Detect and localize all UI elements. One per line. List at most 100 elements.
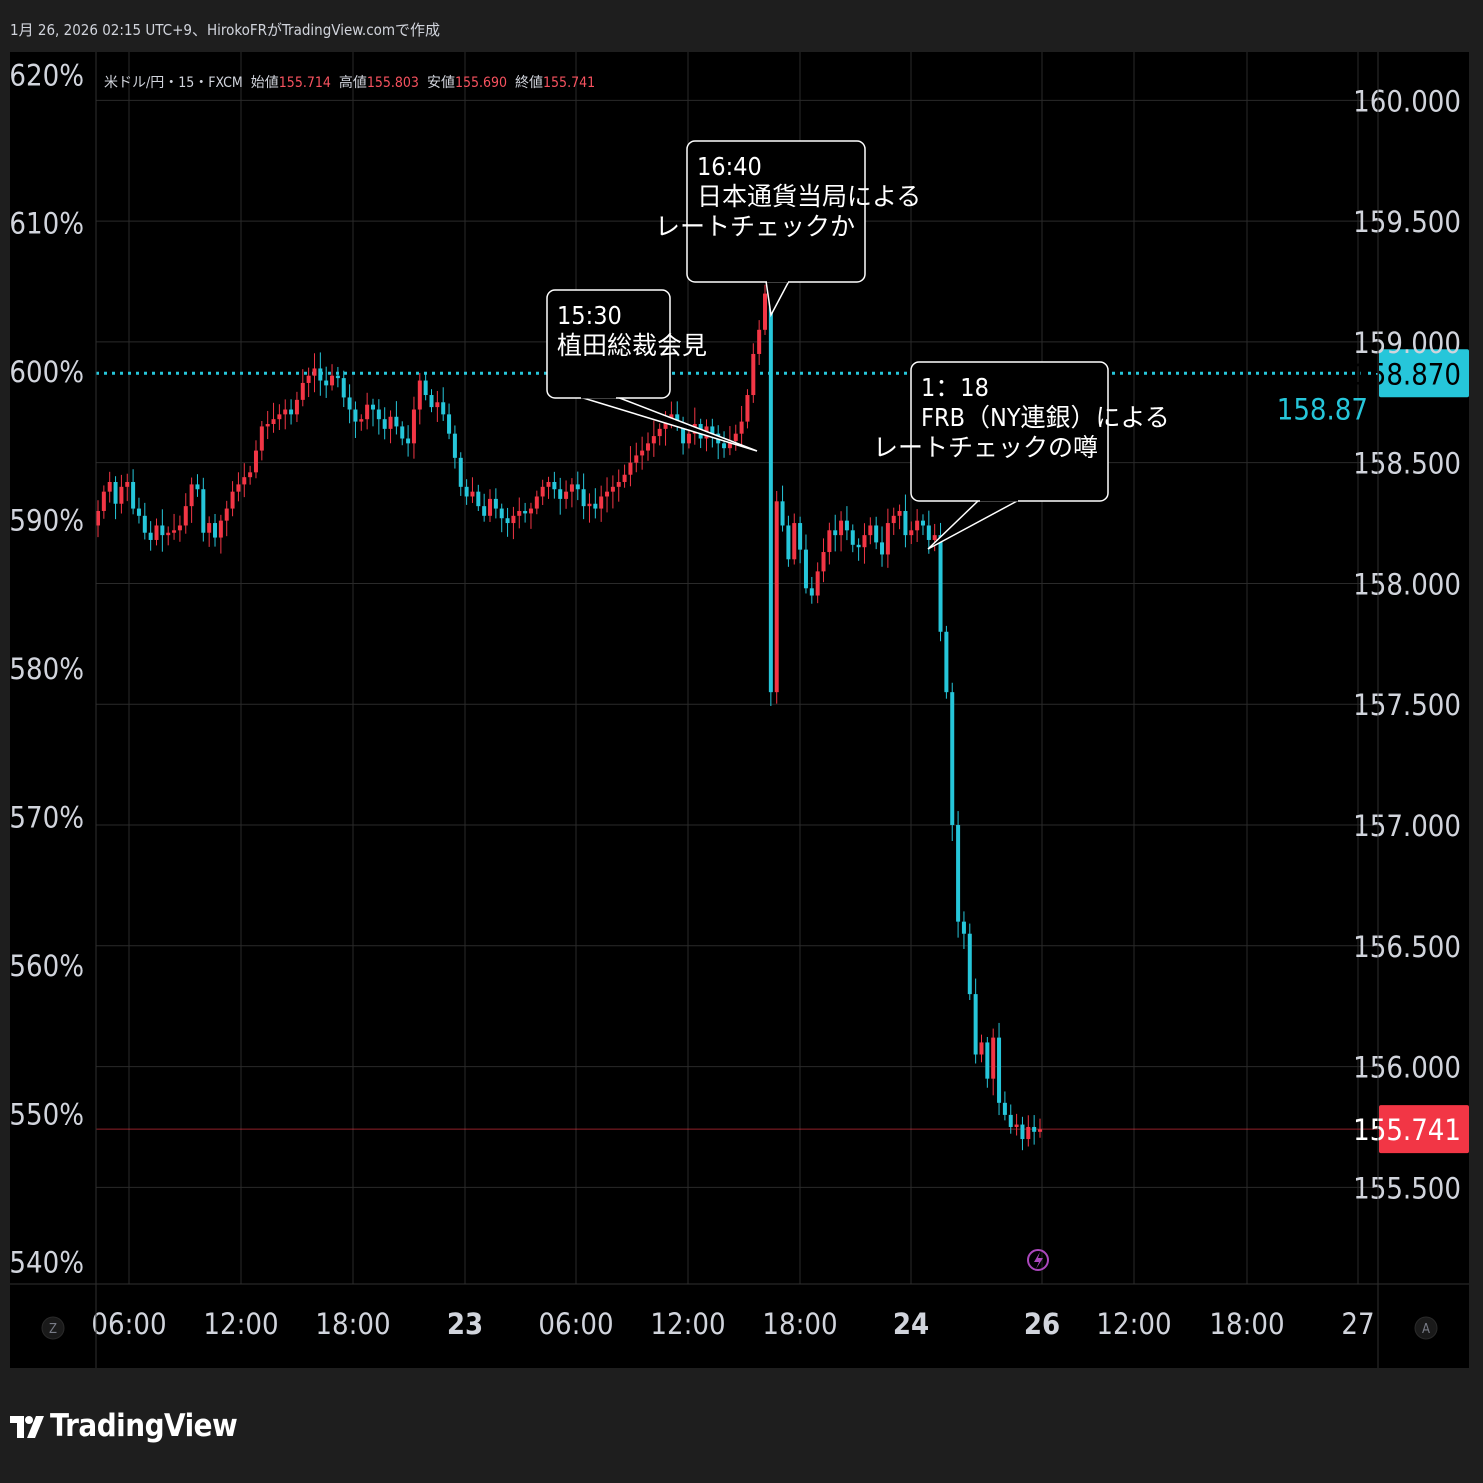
tradingview-logo-text: TradingView [50,1408,238,1444]
candle-body [236,484,241,492]
candle [441,387,446,421]
candle-body [441,402,446,415]
candle [423,373,428,401]
auto-scale-button[interactable] [1414,1316,1438,1340]
time-axis-tick-0: 06:00 [91,1307,166,1341]
candle-body [388,416,393,429]
candle-body [96,510,100,526]
candle [628,446,633,487]
candle [757,320,762,365]
price-axis-tick-8: 156.000 [1353,1051,1461,1085]
yield-axis-tick-1: 3.610% [10,207,84,241]
candle-body [1014,1124,1019,1127]
candle-body [341,378,346,398]
candle [558,477,563,515]
candle [493,488,498,519]
candle-body [763,293,768,330]
candle [160,509,165,552]
candle [950,682,955,841]
time-axis-tick-11: 27 [1341,1307,1374,1341]
horizontal-line-axis-value: 158.870 [1353,357,1461,391]
candle [353,401,358,438]
candle [177,515,182,542]
annotation-text-line: レートチェックの噂 [873,433,1098,462]
annotation-text-line: 15:30 [557,301,622,330]
candles-layer [96,284,1042,1151]
candle [610,475,615,509]
candle-body [1026,1126,1031,1140]
candle-body [581,489,586,507]
time-axis-tick-10: 18:00 [1209,1307,1284,1341]
candle [792,513,797,565]
candle [136,497,141,524]
candle-body [985,1042,990,1079]
candle-body [657,428,662,437]
candle [956,811,961,938]
price-axis-tick-6: 157.000 [1353,809,1461,843]
candle [569,478,574,508]
candle-body [259,426,264,451]
candle [593,488,598,519]
candle-body [991,1037,996,1079]
candle [218,514,223,554]
candle-body [751,353,756,396]
candle-body [745,395,750,422]
candle-body [973,994,978,1055]
candle-body [798,523,803,550]
tradingview-logo-icon [10,1416,44,1438]
annotation-text-line: 1：18 [921,373,989,402]
chart-frame[interactable]: 158.87 158.870 155.741 15:30 植田総裁会見 16:40 日本通… [10,52,1469,1368]
candle [306,367,311,398]
price-axis-tick-9: 155.500 [1353,1171,1461,1205]
candle [370,398,375,427]
candle [844,506,849,541]
candle [763,284,768,335]
candle-body [435,402,440,408]
annotation-pointer [765,280,790,318]
candle-body [1008,1114,1013,1127]
candle [997,1022,1002,1116]
candle-body [844,520,849,531]
candle [961,911,966,949]
candle [868,517,873,545]
tradingview-logo[interactable]: TradingView [10,1406,238,1446]
candle-body [517,510,522,516]
candle-body [1038,1129,1042,1132]
candle-body [809,588,814,596]
candle [991,1028,996,1096]
candle-body [1032,1126,1037,1132]
candle-body [874,525,879,543]
candle [335,366,340,388]
candle-body [564,491,569,499]
candle-body [452,433,457,458]
horizontal-line-label: 158.87 [1277,392,1368,426]
zoom-button[interactable] [41,1316,65,1340]
candle [224,500,229,537]
candle [259,421,264,461]
candle-body [768,293,773,693]
candle [394,401,399,435]
candle-body [300,382,305,400]
candle-body [335,375,340,379]
candle [546,476,551,499]
candle [979,1034,984,1063]
candle [388,410,393,444]
candle-body [271,419,276,425]
time-axis-tick-1: 12:00 [203,1307,278,1341]
candle-body [476,491,481,507]
candle-body [558,489,563,499]
candle-body [499,508,504,519]
candle-body [605,491,610,497]
candle-body [318,368,323,381]
lightning-icon[interactable] [1027,1249,1049,1271]
candle-body [493,498,498,509]
candle-body [733,433,738,441]
candle-body [546,481,551,487]
candle [768,288,773,706]
candle [107,471,112,503]
